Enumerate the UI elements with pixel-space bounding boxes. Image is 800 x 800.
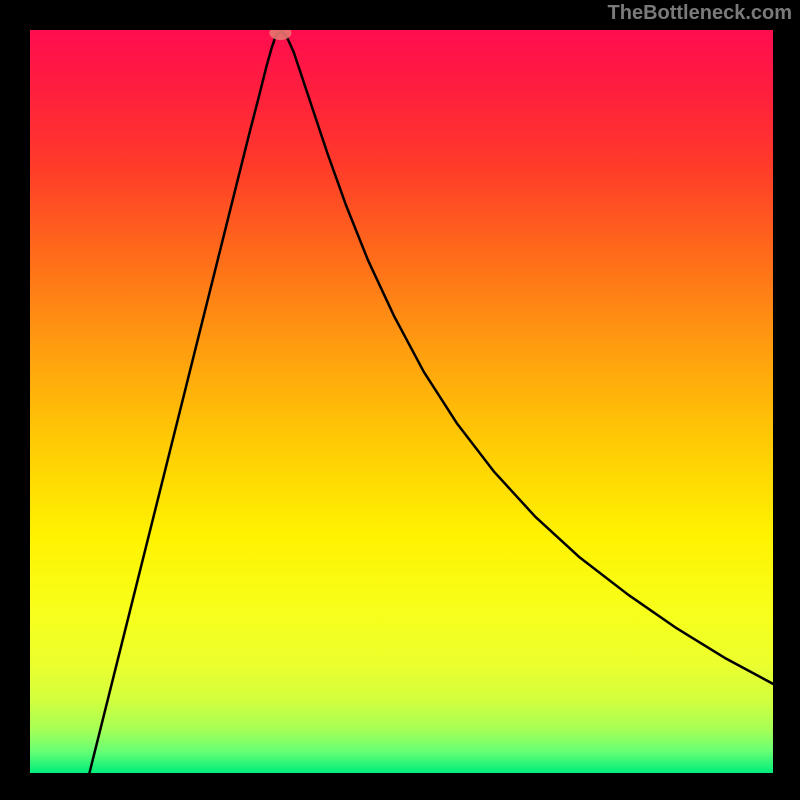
chart-svg	[30, 30, 773, 773]
watermark-text: TheBottleneck.com	[608, 2, 792, 25]
chart-container: TheBottleneck.com	[0, 0, 800, 800]
plot-area	[30, 30, 773, 773]
gradient-background	[30, 30, 773, 773]
